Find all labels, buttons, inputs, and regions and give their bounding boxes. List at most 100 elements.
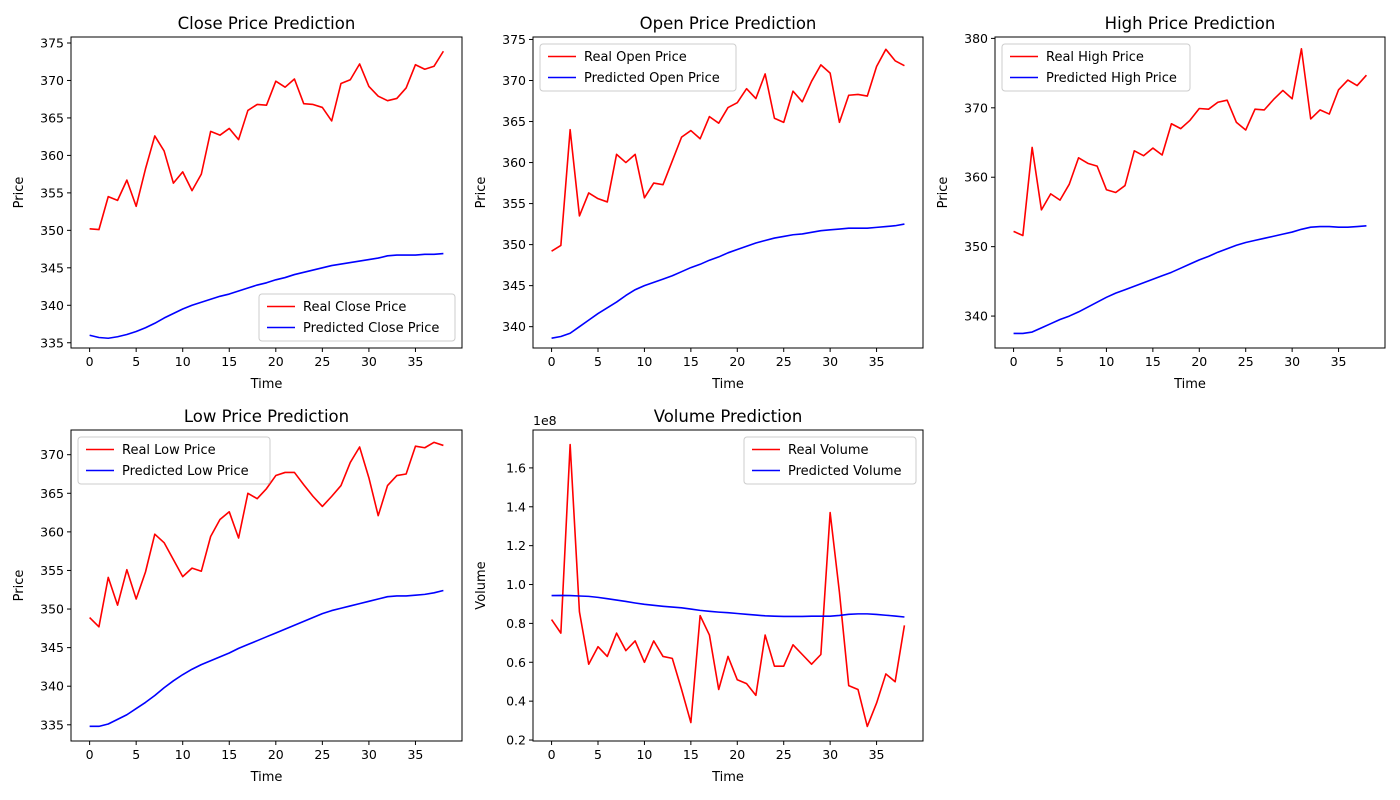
subplot-4: 0 5 10 15 20 25 30 35 335 340 345 350 355 360 365 370 Lo… (12, 407, 463, 785)
x-axis-label: Time (711, 770, 744, 785)
y-tick-label: 375 (40, 35, 64, 50)
series-line-real (1013, 47, 1368, 237)
x-tick-label: 15 (683, 747, 699, 762)
x-tick-label: 10 (1098, 354, 1114, 369)
legend-label-predicted: Predicted Low Price (122, 464, 249, 479)
plot-frame (532, 429, 924, 742)
y-tick-label: 0.8 (506, 616, 526, 631)
y-tick-label: 360 (40, 524, 64, 539)
chart-title: Low Price Prediction (184, 407, 349, 426)
x-tick-label: 35 (869, 747, 885, 762)
x-tick-label: 25 (776, 747, 792, 762)
legend-box (77, 436, 271, 485)
y-tick-label: 340 (40, 679, 64, 694)
y-tick-label: 370 (40, 73, 64, 88)
plot-frame (70, 429, 463, 742)
y-tick-label: 345 (40, 260, 64, 275)
legend: Real Volume Predicted Volume (743, 436, 917, 485)
y-tick-label: 0.4 (506, 694, 526, 709)
subplot-5: 0 5 10 15 20 25 30 35 0.2 0.4 0.6 0.8 1.0 1.2 1.4 1.6 Vo… (474, 407, 924, 785)
chart-title: High Price Prediction (1105, 14, 1276, 33)
x-tick-label: 15 (221, 747, 237, 762)
x-tick-label: 5 (594, 354, 602, 369)
x-axis-label: Time (250, 377, 283, 392)
y-tick-label: 1.0 (506, 577, 526, 592)
x-tick-label: 25 (314, 747, 330, 762)
x-tick-label: 5 (594, 747, 602, 762)
chart-title: Close Price Prediction (178, 14, 356, 33)
chart-title: Open Price Prediction (640, 14, 817, 33)
y-tick-label: 350 (40, 223, 64, 238)
series-line-predicted (89, 589, 444, 728)
y-tick-label: 345 (502, 278, 526, 293)
x-tick-label: 10 (175, 747, 191, 762)
x-tick-label: 0 (86, 354, 94, 369)
y-tick-label: 335 (40, 717, 64, 732)
x-tick-label: 30 (822, 354, 838, 369)
x-tick-label: 30 (1284, 354, 1300, 369)
y-axis-label: Price (474, 177, 489, 209)
x-tick-label: 35 (407, 354, 423, 369)
y-tick-label: 1.4 (506, 499, 526, 514)
x-tick-label: 0 (86, 747, 94, 762)
series-line-predicted (1013, 225, 1367, 335)
legend-label-predicted: Predicted Open Price (584, 71, 720, 86)
y-axis-label: Volume (474, 561, 489, 609)
subplot-3: 0 5 10 15 20 25 30 35 340 350 360 370 380 High Price … (936, 14, 1386, 392)
x-tick-label: 25 (1238, 354, 1254, 369)
legend: Real High Price Predicted High Price (1001, 43, 1191, 92)
series-line-real (551, 48, 905, 252)
y-tick-label: 350 (964, 239, 988, 254)
y-tick-label: 1.6 (506, 460, 526, 475)
y-tick-label: 350 (502, 237, 526, 252)
y-tick-label: 370 (964, 100, 988, 115)
y-tick-label: 360 (502, 155, 526, 170)
series-line-real (550, 443, 906, 728)
x-tick-label: 15 (1145, 354, 1161, 369)
x-tick-label: 30 (822, 747, 838, 762)
legend-label-real: Real Volume (788, 443, 869, 458)
x-tick-label: 5 (1056, 354, 1064, 369)
x-tick-label: 25 (314, 354, 330, 369)
x-tick-label: 20 (1191, 354, 1207, 369)
plot-frame (532, 36, 924, 349)
y-tick-label: 360 (964, 170, 988, 185)
legend-label-predicted: Predicted High Price (1046, 71, 1177, 86)
x-axis-label: Time (711, 377, 744, 392)
y-tick-label: 0.2 (506, 733, 526, 748)
legend-label-real: Real Low Price (122, 443, 216, 458)
y-tick-label: 365 (40, 110, 64, 125)
x-tick-label: 0 (548, 354, 556, 369)
plot-frame (994, 36, 1386, 349)
legend: Real Open Price Predicted Open Price (539, 43, 737, 92)
y-tick-label: 335 (40, 335, 64, 350)
x-tick-label: 20 (268, 747, 284, 762)
x-tick-label: 30 (361, 354, 377, 369)
x-tick-label: 10 (636, 747, 652, 762)
series-line-predicted (551, 594, 905, 618)
y-tick-label: 370 (40, 447, 64, 462)
legend-label-real: Real Open Price (584, 50, 687, 65)
y-axis-label: Price (12, 177, 27, 209)
series-line-predicted (551, 223, 905, 339)
y-tick-label: 1.2 (506, 538, 526, 553)
y-tick-label: 380 (964, 31, 988, 46)
x-tick-label: 15 (683, 354, 699, 369)
x-tick-label: 0 (1010, 354, 1018, 369)
series-line-real (89, 441, 444, 628)
y-tick-label: 0.6 (506, 655, 526, 670)
y-tick-label: 355 (40, 185, 64, 200)
y-tick-label: 340 (40, 298, 64, 313)
series-line-predicted (89, 252, 444, 340)
y-tick-label: 365 (40, 486, 64, 501)
y-axis-label: Price (936, 177, 951, 209)
axis-offset-label: 1e8 (533, 413, 557, 428)
x-axis-label: Time (1173, 377, 1206, 392)
legend-box (258, 293, 456, 342)
legend-box (1001, 43, 1191, 92)
legend: Real Low Price Predicted Low Price (77, 436, 271, 485)
y-tick-label: 365 (502, 114, 526, 129)
legend-label-predicted: Predicted Close Price (303, 321, 439, 336)
y-tick-label: 355 (40, 563, 64, 578)
